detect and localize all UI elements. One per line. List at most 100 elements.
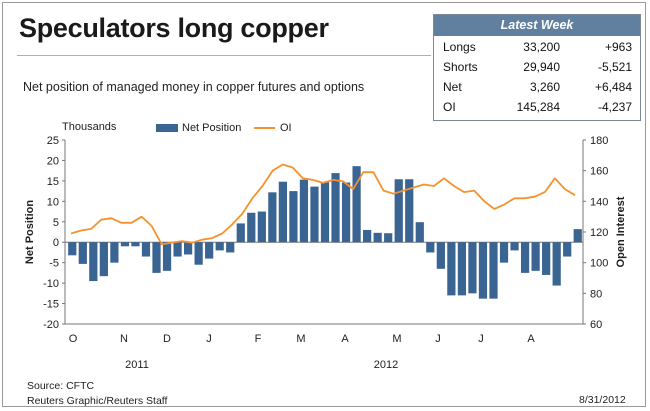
row-label: Longs xyxy=(443,40,476,54)
x-year-label: 2011 xyxy=(125,359,149,371)
net-position-bar xyxy=(268,192,277,243)
net-position-bar xyxy=(110,242,119,263)
net-position-bar xyxy=(373,232,382,243)
net-position-bar xyxy=(320,182,330,243)
net-position-bar xyxy=(520,242,530,273)
oi-line xyxy=(70,163,576,246)
row-value: 145,284 xyxy=(516,100,560,114)
net-position-bar xyxy=(384,233,393,243)
net-position-bar xyxy=(510,242,519,251)
row-value: 29,940 xyxy=(523,60,560,74)
source-text: Source: CFTC xyxy=(27,380,95,392)
y-tick-label: -10 xyxy=(43,278,59,290)
y-tick-label: 0 xyxy=(53,237,59,249)
net-position-bar xyxy=(257,211,266,243)
credit-text: Reuters Graphic/Reuters Staff xyxy=(27,395,168,407)
net-position-bar xyxy=(405,179,414,243)
net-position-bar xyxy=(99,242,108,277)
net-position-bar xyxy=(152,242,161,273)
y2-tick-label: 80 xyxy=(590,288,602,300)
footer-source: Source: CFTC Reuters Graphic/Reuters Sta… xyxy=(27,379,167,409)
y2-tick-label: 140 xyxy=(590,196,608,208)
latest-week-row-longs: Longs 33,200 +963 xyxy=(434,40,640,57)
y2-axis-title: Open Interest xyxy=(615,196,627,267)
x-month-label: O xyxy=(69,333,78,345)
net-position-bar xyxy=(499,242,509,263)
net-position-bar xyxy=(183,242,193,255)
net-position-bar xyxy=(194,242,203,265)
latest-week-row-net: Net 3,260 +6,484 xyxy=(434,80,640,97)
x-month-label: M xyxy=(392,333,401,345)
net-position-bar xyxy=(436,242,445,269)
net-position-bar xyxy=(447,242,456,296)
net-position-bar xyxy=(162,242,172,271)
net-position-bar xyxy=(363,229,372,243)
y-tick-label: -15 xyxy=(43,299,59,311)
net-position-bar xyxy=(542,242,551,275)
net-position-bar xyxy=(236,223,245,243)
x-month-label: J xyxy=(478,333,484,345)
net-position-bar xyxy=(120,242,130,247)
net-position-bar xyxy=(331,173,340,243)
net-position-bar xyxy=(573,229,582,243)
row-change: -4,237 xyxy=(597,100,632,114)
title-divider xyxy=(17,55,431,56)
y2-tick-label: 60 xyxy=(590,319,602,331)
net-position-bar xyxy=(141,242,151,257)
net-position-bar xyxy=(215,242,224,251)
x-month-label: J xyxy=(435,333,441,345)
row-value: 33,200 xyxy=(523,40,560,54)
net-position-bar xyxy=(78,242,87,264)
x-month-label: F xyxy=(255,333,262,345)
net-position-bar xyxy=(552,242,561,286)
net-position-bar xyxy=(478,242,488,299)
y2-tick-label: 160 xyxy=(590,166,608,178)
net-position-bar xyxy=(89,242,98,282)
net-position-bar xyxy=(310,186,319,243)
x-month-label: D xyxy=(163,333,171,345)
y-tick-label: -5 xyxy=(49,258,59,270)
net-position-bar xyxy=(131,242,140,247)
latest-week-table: Latest Week Longs 33,200 +963 Shorts 29,… xyxy=(433,14,641,121)
x-month-label: J xyxy=(206,333,212,345)
net-position-bar xyxy=(394,179,403,243)
net-position-bar xyxy=(489,242,498,299)
y-tick-label: 10 xyxy=(47,196,59,208)
x-year-label: 2012 xyxy=(374,359,398,371)
net-position-bar xyxy=(426,242,435,253)
y-tick-label: 5 xyxy=(53,217,59,229)
net-position-bar xyxy=(68,242,77,256)
x-month-label: M xyxy=(296,333,305,345)
chart-subtitle: Net position of managed money in copper … xyxy=(23,80,365,94)
net-position-bar xyxy=(173,242,182,257)
row-change: -5,521 xyxy=(597,60,632,74)
net-position-bar xyxy=(563,242,572,257)
net-position-bar xyxy=(457,242,467,296)
x-month-label: A xyxy=(341,333,349,345)
y2-tick-label: 180 xyxy=(590,135,608,147)
net-position-bar xyxy=(531,242,540,271)
x-month-label: A xyxy=(527,333,535,345)
y-tick-label: 15 xyxy=(47,176,59,188)
y2-tick-label: 120 xyxy=(590,227,608,239)
row-value: 3,260 xyxy=(529,80,560,94)
legend-label-oi: OI xyxy=(280,122,292,134)
net-position-bar xyxy=(278,181,287,243)
latest-week-header: Latest Week xyxy=(434,15,640,36)
net-position-bar xyxy=(289,191,298,243)
net-position-bar xyxy=(247,212,256,243)
y-axis-title: Net Position xyxy=(24,200,36,264)
net-position-bar xyxy=(205,242,214,259)
legend-swatch-net-position xyxy=(156,124,178,132)
net-position-bar xyxy=(352,166,361,243)
y-tick-label: 20 xyxy=(47,155,59,167)
net-position-bar xyxy=(226,242,235,253)
y-tick-label: 25 xyxy=(47,135,59,147)
net-position-bar xyxy=(341,182,351,243)
units-label: Thousands xyxy=(62,121,117,133)
x-month-label: N xyxy=(120,333,128,345)
chart-title: Speculators long copper xyxy=(19,13,329,43)
row-label: OI xyxy=(443,100,456,114)
row-change: +6,484 xyxy=(594,80,632,94)
